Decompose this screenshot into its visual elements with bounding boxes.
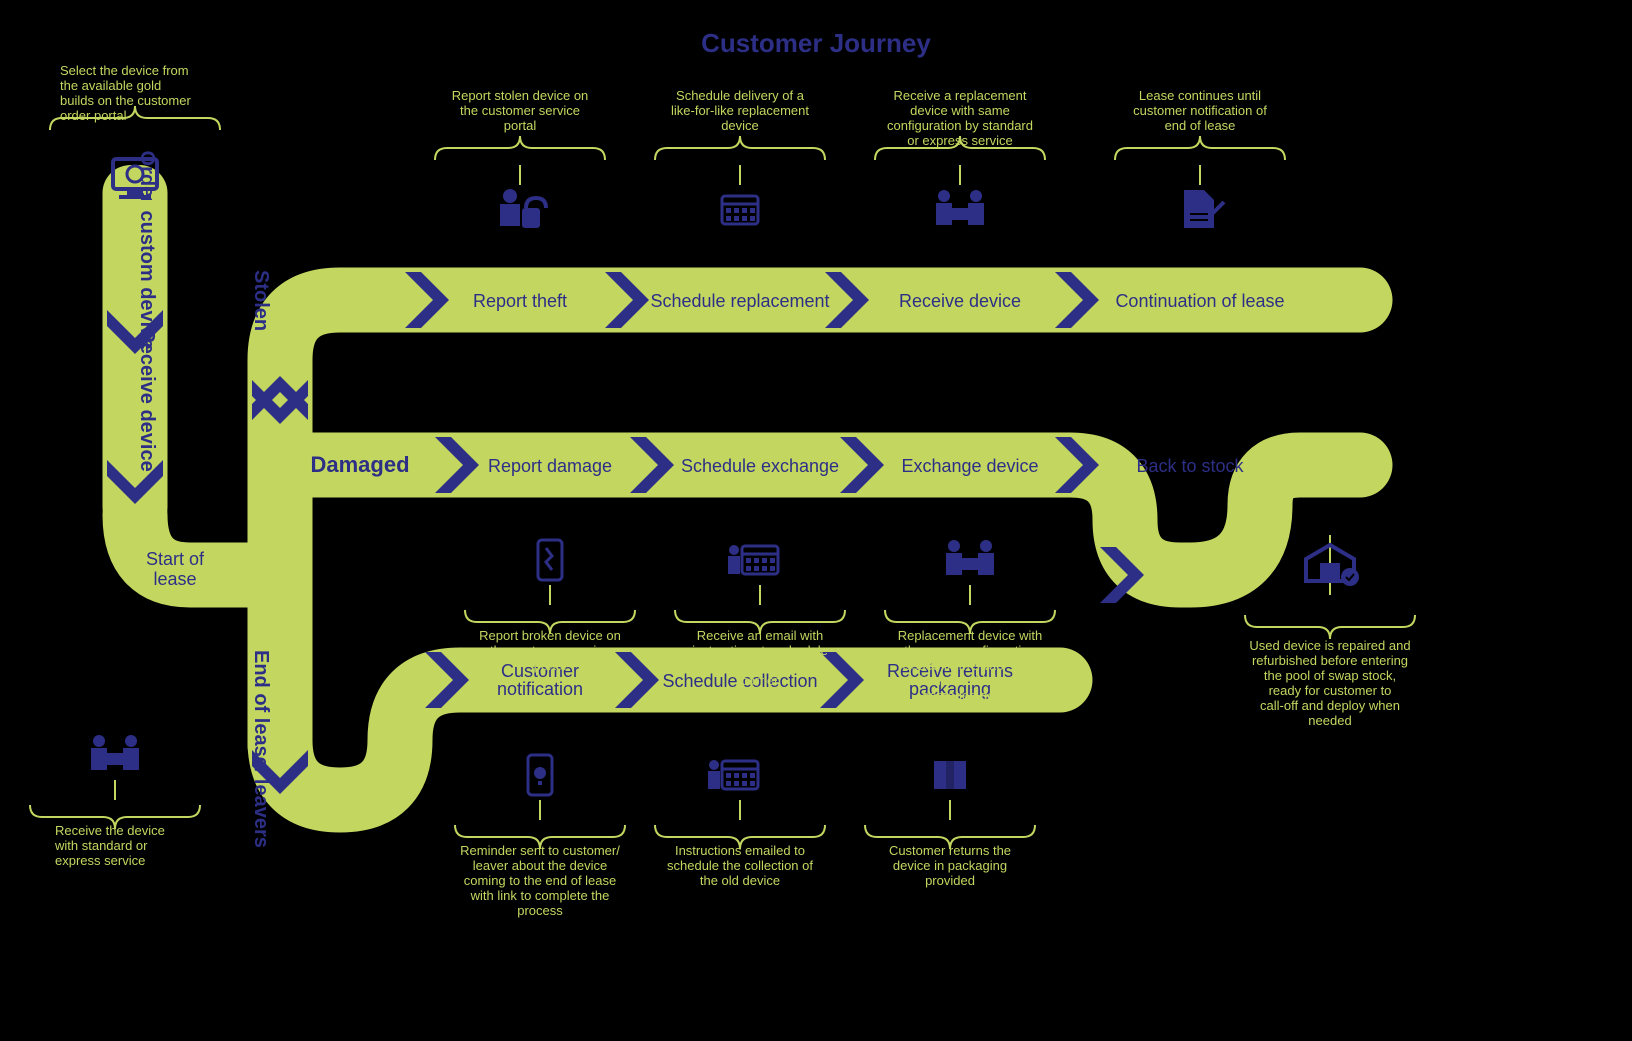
step-label: Schedule replacement xyxy=(650,291,829,311)
step-label: Schedule collection xyxy=(662,671,817,691)
step-label: Schedule exchange xyxy=(681,456,839,476)
step-label: Continuation of lease xyxy=(1115,291,1284,311)
diagram-title: Customer Journey xyxy=(701,28,931,58)
left-col-label: Receive device xyxy=(136,328,158,471)
start-of-lease-label: Start oflease xyxy=(146,549,205,589)
track-label: Stolen xyxy=(250,270,272,331)
step-label: Back to stock xyxy=(1136,456,1244,476)
step-label: Report damage xyxy=(488,456,612,476)
track-label: Damaged xyxy=(310,452,409,477)
step-label: Exchange device xyxy=(901,456,1038,476)
journey-diagram: Customer Journey Stolen Damaged End of leas… xyxy=(0,0,1632,1041)
background xyxy=(0,0,1632,1041)
step-label: Receive device xyxy=(899,291,1021,311)
package-icon xyxy=(934,761,966,789)
step-description: Receive a replacementdevice with samecon… xyxy=(887,88,1033,148)
track-label: End of lease/ leavers xyxy=(250,650,272,848)
step-label: Report theft xyxy=(473,291,567,311)
